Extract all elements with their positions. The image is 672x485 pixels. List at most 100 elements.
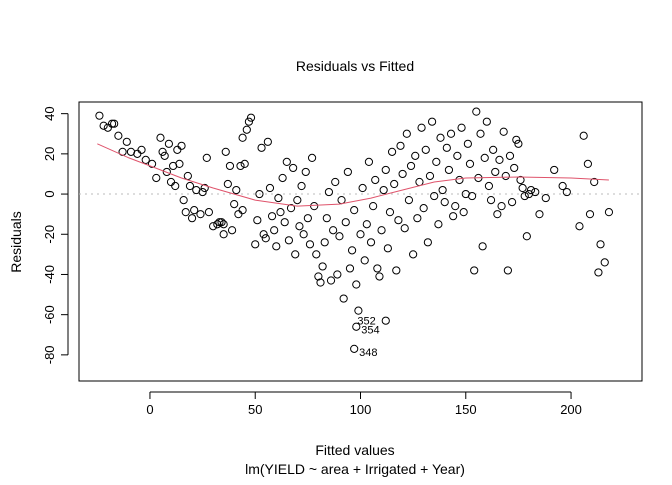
- data-point: [446, 129, 456, 138]
- y-tick-label: 20: [42, 147, 57, 161]
- data-point: [558, 181, 567, 191]
- data-point: [331, 177, 340, 187]
- data-point: [326, 276, 336, 285]
- data-point: [427, 117, 437, 126]
- data-point: [377, 226, 386, 235]
- data-point: [265, 183, 275, 193]
- x-tick-label: 0: [146, 402, 153, 417]
- data-point: [276, 208, 285, 217]
- data-point: [594, 268, 603, 277]
- point-label: 354: [361, 325, 379, 337]
- data-point: [183, 171, 192, 181]
- data-point: [604, 208, 614, 217]
- data-point: [409, 250, 418, 259]
- data-point: [267, 212, 277, 221]
- data-point: [438, 185, 447, 195]
- data-point: [236, 161, 245, 171]
- data-point: [213, 220, 222, 229]
- point-label: 348: [359, 347, 377, 359]
- data-point: [219, 220, 228, 229]
- data-point: [440, 198, 449, 207]
- data-point: [381, 165, 390, 175]
- data-point: [484, 181, 494, 191]
- data-point: [99, 121, 108, 130]
- data-point: [173, 145, 182, 154]
- data-point: [480, 153, 489, 162]
- data-point: [535, 210, 544, 219]
- data-point: [324, 187, 334, 197]
- data-point: [333, 270, 342, 279]
- data-point: [251, 240, 260, 249]
- data-point: [531, 187, 540, 197]
- data-point: [455, 175, 464, 185]
- data-point: [406, 161, 416, 171]
- data-point: [482, 117, 491, 126]
- y-tick-label: -20: [42, 225, 57, 244]
- data-point: [520, 191, 529, 201]
- data-point: [257, 143, 266, 152]
- data-point: [318, 262, 327, 271]
- data-point: [175, 159, 184, 169]
- data-point: [423, 238, 432, 247]
- data-point: [320, 238, 329, 247]
- data-point: [238, 133, 247, 142]
- data-point: [425, 171, 435, 181]
- data-point: [110, 119, 119, 128]
- chart-title: Residuals vs Fitted: [296, 58, 414, 74]
- data-point: [278, 173, 287, 183]
- data-point: [503, 266, 512, 275]
- data-point: [516, 175, 525, 185]
- data-point: [234, 210, 243, 219]
- data-point: [470, 266, 479, 275]
- data-point: [514, 139, 523, 148]
- data-point: [133, 149, 142, 158]
- data-point: [215, 218, 224, 227]
- data-point: [596, 240, 605, 249]
- data-point: [419, 204, 428, 213]
- data-point: [451, 202, 460, 211]
- data-point: [430, 191, 439, 201]
- data-point: [362, 220, 371, 229]
- data-point: [590, 177, 599, 187]
- data-point: [345, 264, 355, 273]
- y-axis: 40 20 0 -20 -40 -60 -80: [42, 106, 69, 364]
- data-point: [364, 157, 374, 167]
- data-point: [343, 167, 352, 177]
- data-point: [478, 242, 487, 251]
- data-point: [476, 129, 485, 138]
- y-tick-label: -40: [42, 265, 57, 284]
- data-point: [398, 169, 407, 179]
- data-point: [225, 161, 235, 171]
- data-point: [463, 139, 472, 148]
- data-point: [272, 242, 281, 251]
- data-point: [518, 183, 527, 193]
- data-point: [579, 131, 588, 140]
- data-point: [387, 147, 397, 156]
- data-point: [390, 179, 399, 189]
- data-point: [583, 159, 592, 169]
- data-point: [467, 191, 477, 201]
- data-point: [322, 214, 331, 223]
- data-point: [449, 212, 458, 221]
- data-point: [171, 181, 180, 191]
- point-label: 352: [357, 316, 375, 328]
- y-axis-label: Residuals: [8, 211, 24, 272]
- y-tick-label: 0: [42, 190, 57, 197]
- data-point: [291, 250, 300, 259]
- data-point: [305, 240, 315, 249]
- data-point: [181, 208, 190, 217]
- data-point: [404, 195, 414, 205]
- x-tick-label: 100: [350, 402, 372, 417]
- data-point: [122, 137, 131, 146]
- data-point: [415, 177, 424, 187]
- data-point: [512, 135, 521, 144]
- chart-subtitle: lm(YIELD ~ area + Irrigated + Year): [245, 461, 465, 477]
- x-tick-label: 50: [248, 402, 262, 417]
- data-point: [293, 195, 302, 205]
- data-point: [177, 141, 186, 150]
- data-point: [501, 171, 510, 181]
- x-tick-label: 150: [455, 402, 477, 417]
- data-point: [223, 179, 232, 189]
- data-point: [286, 204, 296, 213]
- data-point: [221, 147, 230, 156]
